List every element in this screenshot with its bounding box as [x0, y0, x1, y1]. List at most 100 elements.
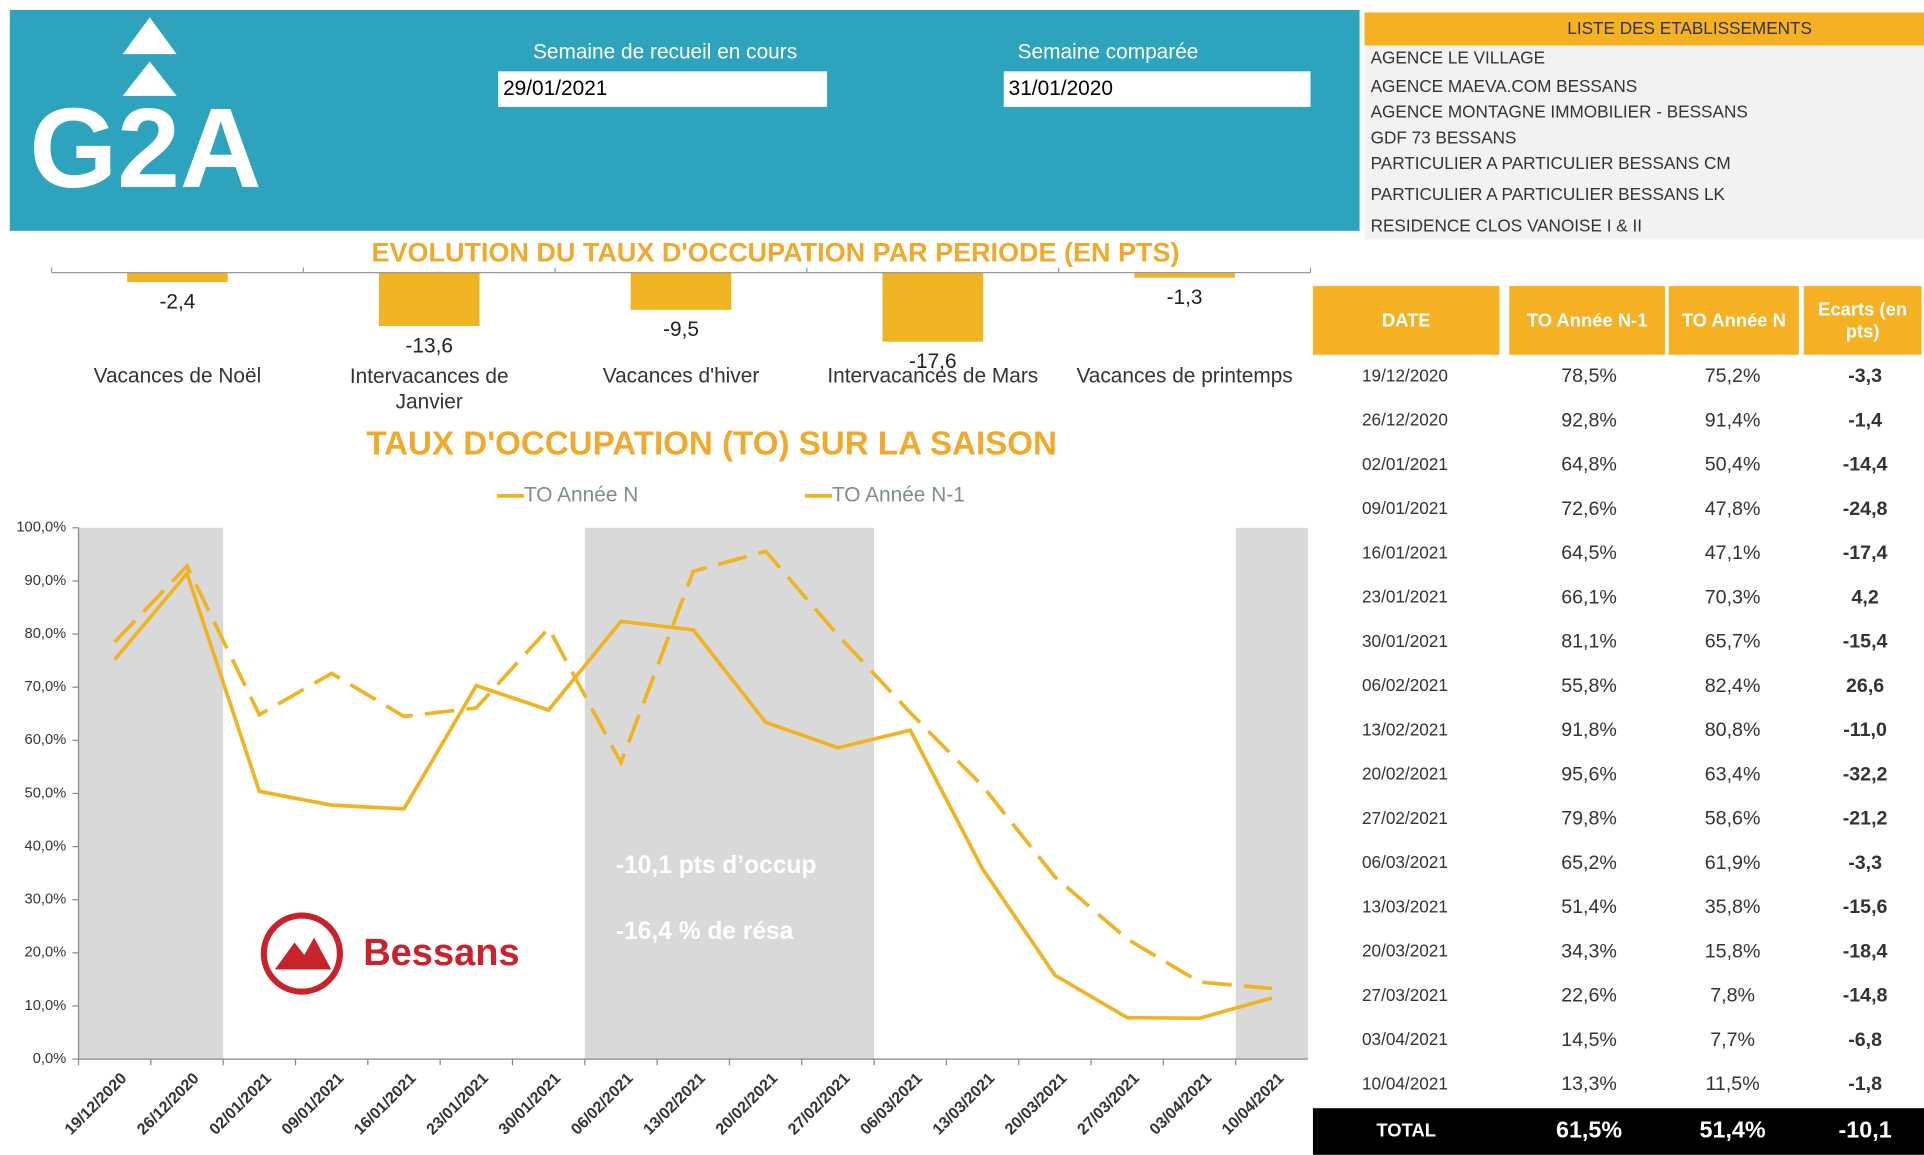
y-tick-label: 20,0%	[25, 945, 67, 961]
category-line: Intervacances de	[350, 364, 509, 387]
table-header-cell	[1312, 286, 1500, 355]
y-tick-label: 80,0%	[25, 626, 67, 642]
value-label: -1,3	[1167, 286, 1203, 309]
y-tick-label: 90,0%	[25, 573, 67, 589]
table-cell: -3,3	[1848, 852, 1882, 874]
x-tick-label: 13/02/2021	[640, 1070, 709, 1139]
x-tick-label: 06/03/2021	[857, 1070, 926, 1139]
x-tick-label: 27/02/2021	[785, 1070, 854, 1139]
table-cell: -14,8	[1843, 985, 1888, 1007]
table-cell: 15,8%	[1705, 940, 1761, 962]
annotation: -10,1 pts d’occup	[616, 852, 816, 879]
season-shade	[1235, 527, 1309, 1060]
x-tick-label: 16/01/2021	[351, 1070, 420, 1139]
chart-title: TAUX D'OCCUPATION (TO) SUR LA SAISON	[366, 425, 1057, 462]
table-cell: 82,4%	[1705, 675, 1761, 697]
table-header: DATE	[1382, 310, 1431, 331]
y-tick-label: 100,0%	[16, 520, 66, 536]
x-tick-label: 20/03/2021	[1002, 1070, 1071, 1139]
bar	[630, 272, 732, 310]
bar	[378, 272, 480, 326]
season-shade	[78, 527, 224, 1060]
table-header: TO Année N-1	[1527, 310, 1648, 331]
list-body	[1364, 45, 1924, 240]
y-tick-label: 40,0%	[25, 838, 67, 854]
x-tick-label: 27/03/2021	[1074, 1070, 1143, 1139]
table-cell: 50,4%	[1705, 454, 1761, 476]
establishment: AGENCE MAEVA.COM BESSANS	[1371, 76, 1638, 96]
x-tick-label: 10/04/2021	[1219, 1070, 1288, 1139]
table-cell: 10/04/2021	[1362, 1073, 1448, 1093]
table-cell: 16/01/2021	[1362, 542, 1448, 562]
x-tick-label: 30/01/2021	[496, 1070, 565, 1139]
table-cell: -18,4	[1843, 940, 1888, 962]
y-tick-label: 0,0%	[33, 1051, 67, 1067]
week-label: Semaine de recueil en cours	[533, 40, 797, 63]
table-total: -10,1	[1839, 1117, 1892, 1143]
table-cell: 06/03/2021	[1362, 852, 1448, 872]
x-tick-label: 23/01/2021	[424, 1070, 493, 1139]
x-tick-label: 13/03/2021	[930, 1070, 999, 1139]
table-cell: 7,7%	[1710, 1029, 1755, 1051]
table-cell: 65,7%	[1705, 631, 1761, 653]
table-cell: -24,8	[1843, 498, 1888, 520]
series-line	[113, 549, 1273, 991]
table-cell: -32,2	[1843, 763, 1888, 785]
legend-label: TO Année N	[524, 483, 638, 506]
y-tick-label: 60,0%	[25, 732, 67, 748]
establishment: RESIDENCE CLOS VANOISE I & II	[1371, 216, 1642, 236]
establishment: AGENCE LE VILLAGE	[1371, 48, 1545, 68]
value-label: -13,6	[405, 334, 453, 357]
table-cell: 27/02/2021	[1362, 808, 1448, 828]
table-cell: -21,2	[1843, 808, 1888, 830]
total-band	[1312, 1108, 1924, 1155]
table-cell: 22,6%	[1561, 985, 1617, 1007]
table-cell: 35,8%	[1705, 896, 1761, 918]
table-cell: 20/03/2021	[1362, 941, 1448, 961]
value-label: -2,4	[159, 290, 195, 313]
week-input	[498, 71, 828, 107]
table-cell: 80,8%	[1705, 719, 1761, 741]
table-cell: 81,1%	[1561, 631, 1617, 653]
table-cell: 72,6%	[1561, 498, 1617, 520]
logo-text: G2A	[29, 85, 261, 211]
table-total: TOTAL	[1376, 1119, 1436, 1140]
category-line: Janvier	[396, 390, 463, 413]
x-tick-label: 03/04/2021	[1147, 1070, 1216, 1139]
list-header	[1364, 12, 1924, 46]
table-header: TO Année N	[1682, 310, 1786, 331]
table-cell: 23/01/2021	[1362, 587, 1448, 607]
table-total: 51,4%	[1700, 1117, 1766, 1143]
category-label: Vacances de printemps	[1076, 364, 1292, 387]
bar	[127, 272, 228, 283]
chart-title: EVOLUTION DU TAUX D'OCCUPATION PAR PERIO…	[371, 237, 1179, 267]
table-cell: 75,2%	[1705, 365, 1761, 387]
x-tick-label: 09/01/2021	[279, 1070, 348, 1139]
bar	[1134, 272, 1235, 278]
table-cell: -17,4	[1843, 542, 1888, 564]
compare-value: 31/01/2020	[1009, 77, 1113, 100]
annotation: -16,4 % de résa	[616, 918, 794, 945]
brand-text: Bessans	[363, 932, 519, 974]
table-cell: 20/02/2021	[1362, 764, 1448, 784]
table-cell: 47,1%	[1705, 542, 1761, 564]
table-cell: 26,6	[1846, 675, 1884, 697]
table-cell: 30/01/2021	[1362, 631, 1448, 651]
table-cell: 13/03/2021	[1362, 896, 1448, 916]
x-tick-label: 26/12/2020	[134, 1070, 203, 1139]
table-cell: 02/01/2021	[1362, 454, 1448, 474]
table-cell: -1,4	[1848, 409, 1882, 431]
table-cell: 34,3%	[1561, 940, 1617, 962]
table-cell: 79,8%	[1561, 808, 1617, 830]
bar	[882, 272, 984, 342]
table-cell: 78,5%	[1561, 365, 1617, 387]
table-cell: 47,8%	[1705, 498, 1761, 520]
y-tick-label: 10,0%	[25, 998, 67, 1014]
table-cell: 14,5%	[1561, 1029, 1617, 1051]
header-line: Ecarts (en	[1818, 298, 1907, 319]
table-cell: 58,6%	[1705, 808, 1761, 830]
series-line	[113, 569, 1273, 1021]
table-cell: 13/02/2021	[1362, 719, 1448, 739]
category-label: Vacances d'hiver	[603, 364, 760, 387]
